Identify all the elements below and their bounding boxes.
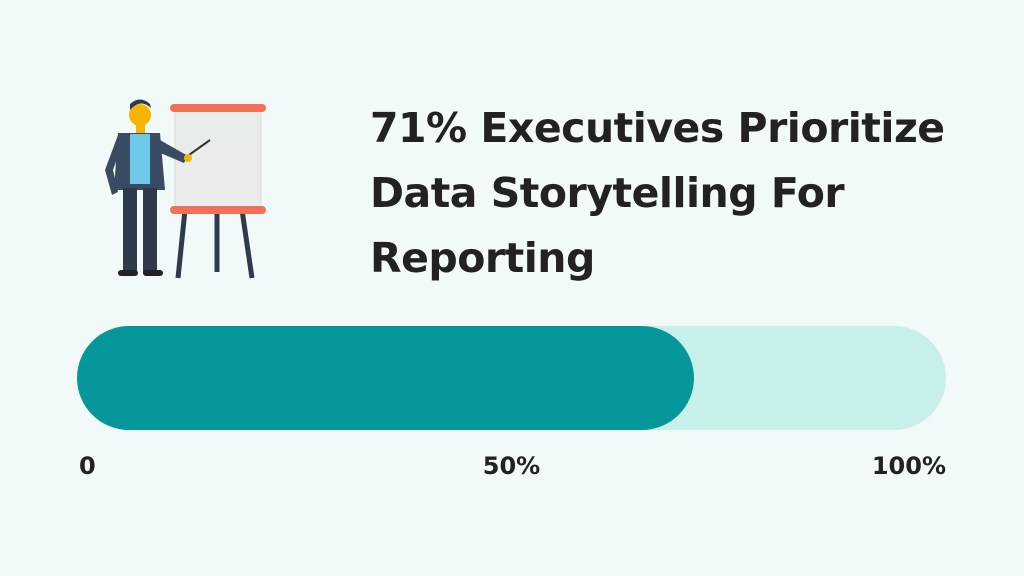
x-tick-label: 100% bbox=[872, 452, 946, 480]
presenter-illustration bbox=[105, 99, 266, 279]
x-tick-label: 0 bbox=[79, 452, 96, 480]
chart-title: 71% Executives Prioritize Data Storytell… bbox=[370, 104, 945, 282]
progress-fill bbox=[77, 326, 694, 430]
x-tick-label: 50% bbox=[483, 452, 540, 480]
